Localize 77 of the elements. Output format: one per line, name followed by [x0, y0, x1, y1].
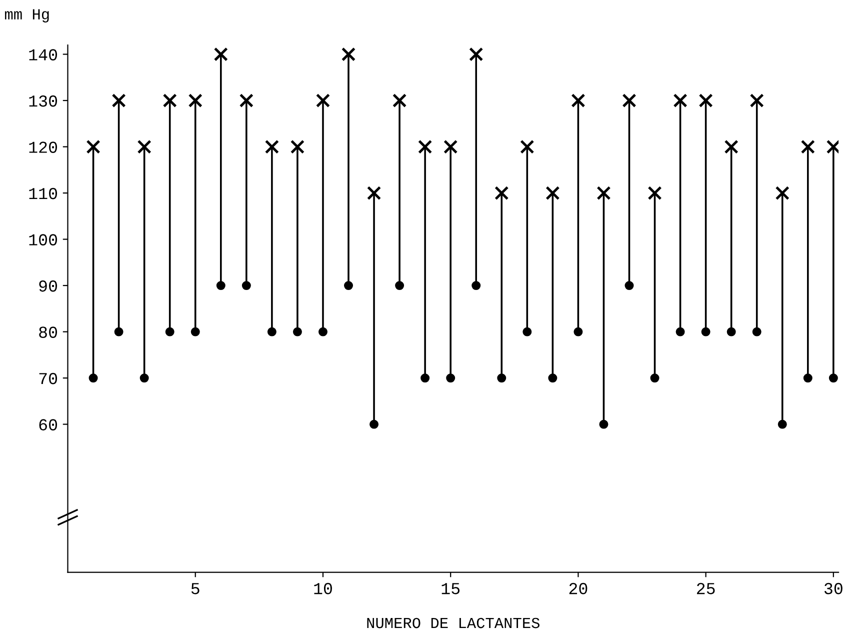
point	[648, 186, 662, 200]
point	[165, 327, 174, 336]
point	[469, 47, 484, 62]
x-tick-label: 5	[191, 583, 200, 594]
y-tick-label: 100	[29, 234, 58, 246]
y-tick-label: 130	[29, 95, 58, 107]
point	[446, 374, 456, 383]
point	[216, 281, 226, 290]
point	[239, 93, 254, 108]
point	[724, 140, 738, 154]
point	[522, 327, 532, 336]
point	[418, 140, 432, 154]
point	[624, 281, 634, 290]
point	[188, 93, 202, 108]
point	[676, 327, 685, 336]
x-axis-title: NUMERO DE LACTANTES	[367, 618, 540, 628]
point	[366, 186, 382, 200]
point	[497, 374, 506, 383]
y-tick-label: 140	[29, 49, 58, 60]
point	[420, 374, 430, 383]
point	[370, 420, 379, 429]
point	[826, 140, 839, 154]
point	[546, 186, 560, 200]
point	[775, 186, 790, 200]
point	[88, 374, 98, 383]
point	[698, 93, 713, 108]
point	[596, 186, 611, 200]
y-tick-label: 70	[39, 372, 58, 384]
point	[137, 140, 152, 154]
point	[267, 327, 276, 336]
point	[242, 281, 251, 290]
y-tick-label: 90	[39, 280, 58, 292]
point	[341, 47, 356, 62]
point	[650, 374, 660, 383]
point	[520, 140, 534, 154]
point	[140, 374, 149, 383]
point	[112, 93, 126, 108]
point	[574, 327, 583, 336]
point	[673, 93, 688, 108]
y-tick-label: 120	[29, 142, 58, 153]
point	[344, 281, 354, 290]
point	[190, 327, 200, 336]
x-tick-label: 30	[824, 582, 842, 594]
point	[264, 140, 279, 154]
point	[86, 140, 100, 154]
y-tick-label: 110	[29, 188, 58, 200]
x-tick-label: 10	[314, 582, 332, 594]
point	[316, 93, 330, 108]
point	[828, 374, 838, 383]
point	[803, 374, 812, 383]
y-tick-label: 60	[39, 419, 58, 430]
point	[114, 327, 124, 336]
point	[392, 93, 407, 108]
point	[548, 374, 558, 383]
point	[800, 140, 815, 154]
point	[571, 93, 586, 108]
point	[472, 281, 481, 290]
point	[162, 93, 177, 108]
point	[701, 327, 710, 336]
point	[726, 327, 736, 336]
x-tick-label: 25	[696, 582, 715, 594]
point	[622, 93, 636, 108]
x-tick-label: 20	[569, 582, 588, 594]
point	[750, 93, 764, 108]
point	[318, 327, 328, 336]
y-axis-title: mm Hg	[4, 9, 49, 22]
point	[599, 420, 608, 429]
x-tick-label: 15	[442, 583, 460, 594]
point	[778, 420, 787, 429]
point	[494, 186, 509, 200]
point	[444, 140, 458, 154]
y-tick-label: 80	[39, 326, 58, 338]
point	[290, 140, 305, 154]
point	[292, 327, 302, 336]
point	[214, 47, 228, 62]
point	[395, 281, 404, 290]
point	[752, 327, 762, 336]
